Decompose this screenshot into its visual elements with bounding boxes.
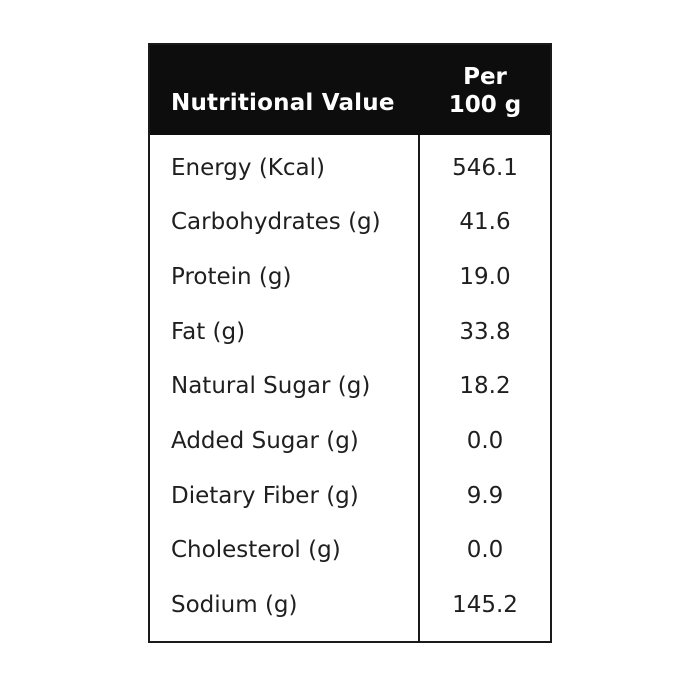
row-value: 145.2	[452, 591, 518, 618]
row-value: 41.6	[459, 209, 511, 236]
table-row: Carbohydrates (g) 41.6	[150, 196, 550, 251]
row-label: Sodium (g)	[171, 591, 298, 618]
row-label: Carbohydrates (g)	[171, 209, 381, 236]
row-value: 9.9	[466, 482, 504, 509]
table-row: Sodium (g) 145.2	[150, 578, 550, 633]
row-value: 0.0	[466, 537, 504, 564]
table-row: Natural Sugar (g) 18.2	[150, 360, 550, 415]
row-value: 546.1	[452, 154, 518, 181]
row-label: Added Sugar (g)	[171, 427, 359, 454]
table-body: Energy (Kcal) 546.1 Carbohydrates (g) 41.6 P…	[150, 135, 550, 641]
table-row: Cholesterol (g) 0.0	[150, 524, 550, 579]
per-label-line1: Per	[463, 63, 507, 90]
per-100g-column-header: Per 100 g	[420, 63, 550, 136]
table-title: Nutritional Value	[171, 90, 395, 117]
table-row: Energy (Kcal) 546.1	[150, 141, 550, 196]
table-row: Protein (g) 19.0	[150, 250, 550, 305]
table-row: Dietary Fiber (g) 9.9	[150, 469, 550, 524]
table-row: Fat (g) 33.8	[150, 305, 550, 360]
row-value: 19.0	[459, 263, 511, 290]
table-header: Nutritional Value Per 100 g	[150, 45, 550, 135]
table-body-wrap: Energy (Kcal) 546.1 Carbohydrates (g) 41.6 P…	[150, 135, 550, 641]
row-value: 33.8	[459, 318, 511, 345]
column-divider	[418, 135, 420, 641]
table-row: Added Sugar (g) 0.0	[150, 414, 550, 469]
nutrition-facts-table: Nutritional Value Per 100 g Energy (Kcal…	[148, 43, 552, 643]
per-label-line2: 100 g	[448, 92, 522, 119]
row-value: 0.0	[466, 427, 504, 454]
row-label: Cholesterol (g)	[171, 537, 341, 564]
row-label: Fat (g)	[171, 318, 246, 345]
row-value: 18.2	[459, 373, 511, 400]
row-label: Natural Sugar (g)	[171, 373, 371, 400]
row-label: Energy (Kcal)	[171, 154, 325, 181]
row-label: Protein (g)	[171, 263, 292, 290]
row-label: Dietary Fiber (g)	[171, 482, 359, 509]
